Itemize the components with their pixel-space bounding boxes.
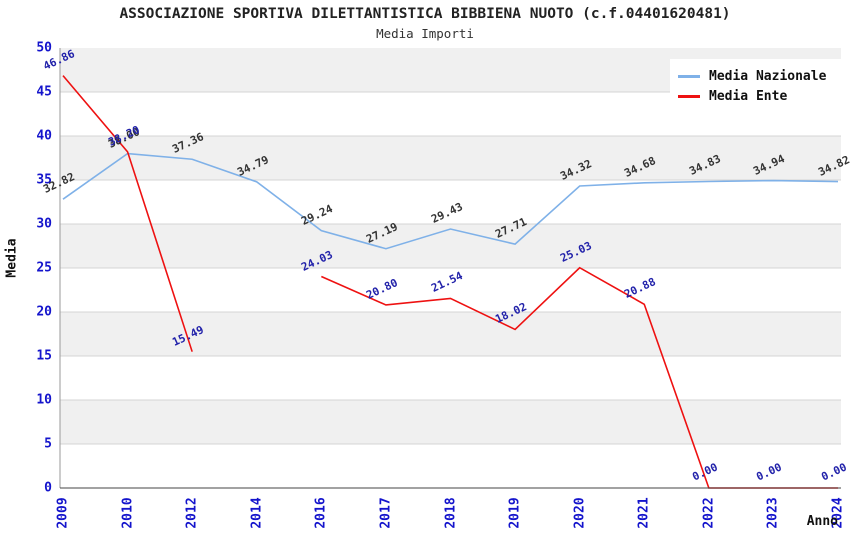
- y-tick-label: 20: [36, 304, 52, 320]
- y-tick-label: 35: [36, 172, 52, 188]
- x-tick-label: 2019: [507, 497, 523, 529]
- y-tick-label: 45: [36, 84, 52, 100]
- y-axis-title: Media: [4, 238, 20, 278]
- x-tick-label: 2012: [184, 497, 200, 529]
- y-tick-label: 50: [36, 40, 52, 56]
- legend-label-ente: Media Ente: [709, 88, 788, 104]
- x-tick-label: 2020: [572, 497, 588, 529]
- y-tick-label: 30: [36, 216, 52, 232]
- x-tick-label: 2009: [55, 497, 71, 529]
- x-tick-label: 2022: [701, 497, 717, 529]
- legend-line-swatch-ente: [678, 94, 700, 98]
- x-axis-title: Anno: [806, 514, 838, 529]
- x-tick-label: 2021: [636, 497, 652, 529]
- x-tick-label: 2017: [378, 497, 394, 529]
- legend: Media Nazionale Media Ente: [670, 59, 846, 113]
- legend-item-ente: Media Ente: [678, 86, 836, 106]
- x-tick-label: 2023: [765, 497, 781, 529]
- x-tick-label: 2016: [313, 497, 329, 529]
- chart-title: ASSOCIAZIONE SPORTIVA DILETTANTISTICA BI…: [119, 6, 731, 22]
- x-tick-label: 2018: [443, 497, 458, 529]
- x-tick-label: 2014: [249, 497, 265, 529]
- legend-line-swatch-nazionale: [678, 74, 700, 78]
- y-tick-label: 0: [44, 480, 52, 496]
- y-tick-label: 5: [44, 436, 52, 452]
- legend-item-nazionale: Media Nazionale: [678, 66, 836, 86]
- y-tick-label: 15: [36, 348, 52, 364]
- y-tick-label: 40: [36, 128, 52, 144]
- x-tick-label: 2010: [120, 497, 136, 529]
- chart-subtitle: Media Importi: [376, 26, 474, 41]
- y-tick-label: 25: [36, 260, 52, 276]
- legend-label-nazionale: Media Nazionale: [709, 68, 827, 84]
- y-tick-label: 10: [36, 392, 52, 408]
